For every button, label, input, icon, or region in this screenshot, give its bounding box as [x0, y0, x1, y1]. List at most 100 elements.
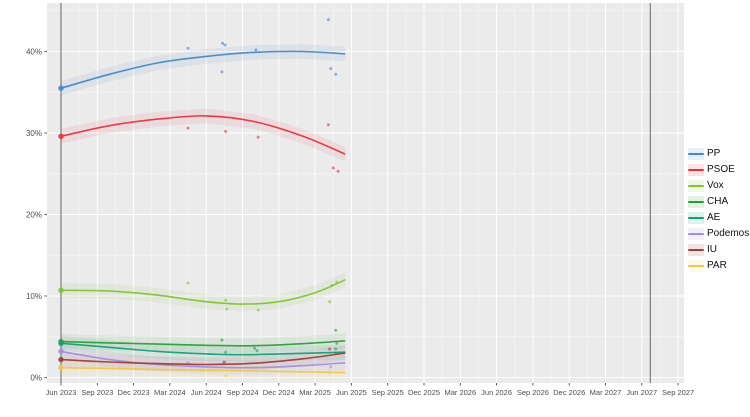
poll-point-iu: [222, 360, 226, 364]
x-axis-label: Jun 2024: [191, 388, 222, 397]
x-axis-label: Sep 2024: [226, 388, 258, 397]
legend-key-swatch-psoe: [688, 163, 704, 176]
legend-label: Podemos: [707, 227, 750, 239]
legend-key-line: [688, 200, 704, 203]
election-result-dot-vox: [58, 287, 64, 293]
trend-ribbon-cha: [61, 333, 346, 354]
x-axis-label: Sep 2026: [517, 388, 549, 397]
poll-point-par: [224, 374, 228, 378]
legend-key-line: [688, 248, 704, 251]
trend-line-ae: [60, 342, 346, 356]
legend-item-vox: Vox: [688, 179, 749, 192]
legend-label: CHA: [707, 195, 729, 207]
trend-line-cha: [60, 340, 346, 347]
y-axis-label: 30%: [26, 129, 42, 138]
poll-point-vox: [256, 308, 260, 312]
poll-point-psoe: [336, 169, 340, 173]
election-result-dot-pp: [58, 85, 64, 91]
poll-point-psoe: [331, 166, 335, 170]
legend-label: AE: [707, 211, 721, 223]
trend-ribbon-ae: [61, 335, 346, 362]
x-axis-label: Sep 2023: [81, 388, 113, 397]
x-axis-label: Mar 2024: [154, 388, 186, 397]
poll-point-podemos: [329, 365, 333, 369]
x-axis-label: Dec 2023: [118, 388, 150, 397]
legend-label: IU: [707, 243, 717, 255]
poll-point-cha: [335, 341, 339, 345]
legend-key-swatch-ae: [688, 211, 704, 224]
poll-point-pp: [221, 41, 224, 45]
legend-item-psoe: PSOE: [688, 163, 749, 176]
x-axis-label: Sep 2025: [372, 388, 404, 397]
x-axis-label: Dec 2024: [263, 388, 295, 397]
x-axis-label: Sep 2027: [662, 388, 694, 397]
legend-item-iu: IU: [688, 243, 749, 256]
x-axis-label: Jun 2026: [481, 388, 512, 397]
poll-point-pp: [334, 72, 338, 76]
trend-ribbon-iu: [61, 345, 346, 372]
legend-key-swatch-cha: [688, 195, 704, 208]
poll-point-pp: [329, 67, 333, 71]
legend-item-pp: PP: [688, 147, 749, 160]
poll-point-pp: [220, 70, 224, 74]
chart-legend: PP PSOE Vox CHA AE Podemos IU PAR: [688, 147, 749, 272]
legend-item-par: PAR: [688, 259, 749, 272]
legend-label: PSOE: [707, 163, 735, 175]
election-result-dot-iu: [58, 356, 64, 363]
y-axis-label: 10%: [26, 292, 42, 301]
legend-item-cha: CHA: [688, 195, 749, 208]
legend-label: Vox: [707, 179, 724, 191]
poll-point-vox: [328, 300, 332, 304]
legend-key-swatch-iu: [688, 243, 704, 256]
election-result-dot-par: [58, 365, 64, 371]
legend-key-line: [688, 216, 704, 219]
poll-point-psoe: [326, 123, 330, 127]
legend-key-line: [688, 152, 704, 155]
x-axis-label: Mar 2027: [590, 388, 622, 397]
trend-ribbon-pp: [61, 44, 346, 96]
legend-label: PAR: [707, 259, 727, 271]
poll-point-vox: [225, 307, 229, 311]
legend-item-podemos: Podemos: [688, 227, 749, 240]
poll-point-pp: [223, 43, 227, 47]
legend-item-ae: AE: [688, 211, 749, 224]
y-axis-label: 20%: [26, 210, 42, 219]
trend-line-psoe: [60, 115, 346, 155]
trend-line-par: [60, 366, 346, 374]
poll-point-pp: [326, 18, 330, 22]
poll-point-ae: [334, 347, 338, 351]
poll-point-vox: [186, 281, 190, 285]
x-axis-label: Jun 2023: [46, 388, 77, 397]
poll-point-psoe: [224, 129, 228, 133]
election-result-dot-podemos: [58, 348, 64, 355]
legend-key-line: [688, 264, 704, 267]
x-axis-label: Dec 2025: [408, 388, 440, 397]
poll-point-pp: [186, 46, 190, 50]
poll-point-cha: [220, 338, 224, 342]
poll-point-cha: [334, 328, 338, 332]
poll-point-ae: [224, 350, 228, 354]
x-axis-label: Mar 2025: [299, 388, 331, 397]
y-axis-label: 0%: [30, 373, 42, 382]
poll-point-psoe: [186, 126, 190, 130]
trend-line-iu: [60, 352, 346, 366]
trend-line-vox: [60, 278, 346, 305]
legend-key-line: [688, 232, 704, 235]
x-axis-label: Jun 2025: [336, 388, 367, 397]
plot-panel: [47, 3, 684, 383]
poll-point-psoe: [256, 135, 260, 139]
trend-line-podemos: [60, 350, 346, 369]
x-axis-label: Dec 2026: [553, 388, 585, 397]
legend-label: PP: [707, 147, 721, 159]
legend-key-swatch-pp: [688, 147, 704, 160]
legend-key-line: [688, 184, 704, 187]
poll-point-cha: [253, 346, 257, 350]
poll-point-pp: [254, 48, 258, 52]
legend-key-swatch-par: [688, 259, 704, 272]
poll-point-vox: [224, 298, 228, 302]
x-axis-label: Jun 2027: [626, 388, 657, 397]
legend-key-swatch-podemos: [688, 227, 704, 240]
x-axis-label: Mar 2026: [444, 388, 476, 397]
trend-line-pp: [60, 50, 346, 89]
